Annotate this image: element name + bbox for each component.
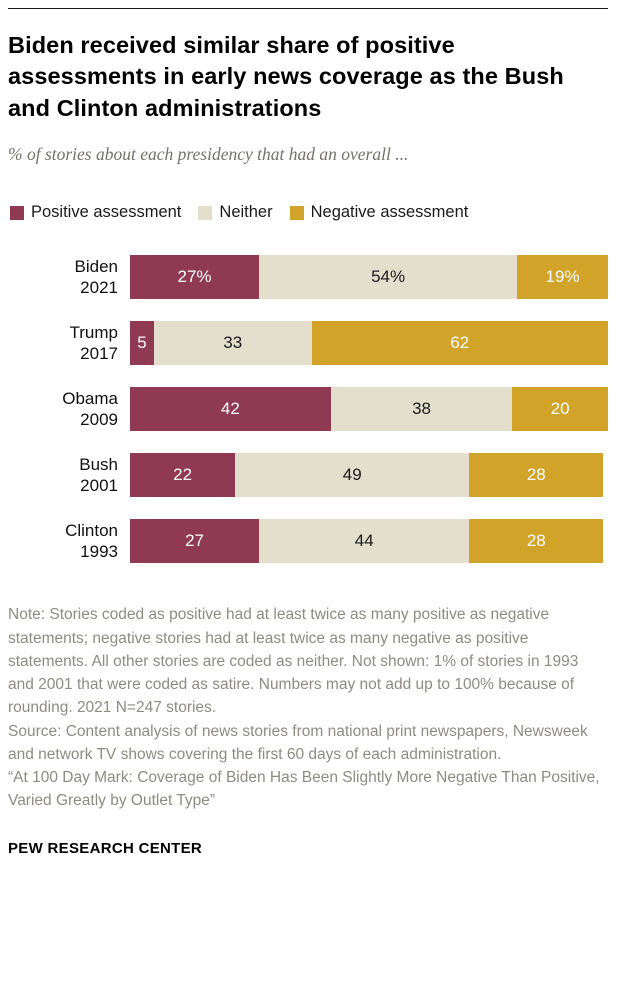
bar-segment-negative: 28 <box>469 453 604 498</box>
row-label: Clinton 1993 <box>8 520 130 564</box>
president-name: Clinton <box>65 520 118 540</box>
stacked-bar-chart: Biden 2021 27% 54% 19% Trump 2017 5 33 6… <box>8 255 608 564</box>
bar-segment-negative: 62 <box>311 321 608 366</box>
president-year: 2009 <box>80 410 118 430</box>
president-name: Bush <box>79 454 118 474</box>
legend-label-negative: Negative assessment <box>310 203 469 222</box>
bar-segment-positive: 5 <box>130 321 154 366</box>
brand-footer: PEW RESEARCH CENTER <box>8 839 203 857</box>
bar-segment-negative: 28 <box>469 519 604 564</box>
bar-segment-neither: 38 <box>330 387 513 432</box>
legend-swatch-negative <box>289 205 304 220</box>
bar-segment-neither: 54% <box>259 255 518 300</box>
bar-segment-positive: 27 <box>130 519 260 564</box>
president-year: 2017 <box>80 344 118 364</box>
row-label: Obama 2009 <box>8 388 130 432</box>
bar: 27 44 28 <box>130 519 608 564</box>
chart-legend: Positive assessment Neither Negative ass… <box>10 203 608 222</box>
legend-swatch-neither <box>198 205 213 220</box>
note-text: Note: Stories coded as positive had at l… <box>8 606 579 717</box>
president-name: Biden <box>74 256 118 276</box>
legend-item-negative: Negative assessment <box>289 203 469 222</box>
bar-segment-neither: 44 <box>259 519 470 564</box>
president-year: 2021 <box>80 278 118 298</box>
legend-label-neither: Neither <box>219 203 273 222</box>
row-label: Trump 2017 <box>8 322 130 366</box>
president-year: 2001 <box>80 476 118 496</box>
bar-row-bush: Bush 2001 22 49 28 <box>8 453 608 498</box>
chart-subtitle: % of stories about each presidency that … <box>8 144 409 165</box>
bar: 27% 54% 19% <box>130 255 608 300</box>
bar-segment-positive: 42 <box>130 387 331 432</box>
bar: 5 33 62 <box>130 321 608 366</box>
page-title: Biden received similar share of positive… <box>8 32 564 121</box>
report-title-text: “At 100 Day Mark: Coverage of Biden Has … <box>8 769 600 810</box>
president-name: Obama <box>62 388 118 408</box>
president-year: 1993 <box>80 542 118 562</box>
row-label: Bush 2001 <box>8 454 130 498</box>
bar: 22 49 28 <box>130 453 608 498</box>
legend-swatch-positive <box>10 205 24 220</box>
legend-label-positive: Positive assessment <box>31 203 182 222</box>
footnotes: Note: Stories coded as positive had at l… <box>8 603 608 812</box>
president-name: Trump <box>69 322 119 342</box>
row-label: Biden 2021 <box>8 256 130 300</box>
bar-row-clinton: Clinton 1993 27 44 28 <box>8 519 608 564</box>
bar-row-biden: Biden 2021 27% 54% 19% <box>8 255 608 300</box>
bar-row-obama: Obama 2009 42 38 20 <box>8 387 608 432</box>
bar: 42 38 20 <box>130 387 608 432</box>
legend-item-positive: Positive assessment <box>10 203 181 222</box>
bar-segment-negative: 19% <box>517 255 608 300</box>
bar-segment-positive: 27% <box>130 255 260 300</box>
bar-row-trump: Trump 2017 5 33 62 <box>8 321 608 366</box>
bar-segment-neither: 49 <box>235 453 470 498</box>
bar-segment-neither: 33 <box>153 321 312 366</box>
source-text: Source: Content analysis of news stories… <box>8 722 588 763</box>
top-divider <box>8 8 608 9</box>
bar-segment-negative: 20 <box>512 387 608 432</box>
bar-segment-positive: 22 <box>130 453 236 498</box>
legend-item-neither: Neither <box>198 203 273 222</box>
